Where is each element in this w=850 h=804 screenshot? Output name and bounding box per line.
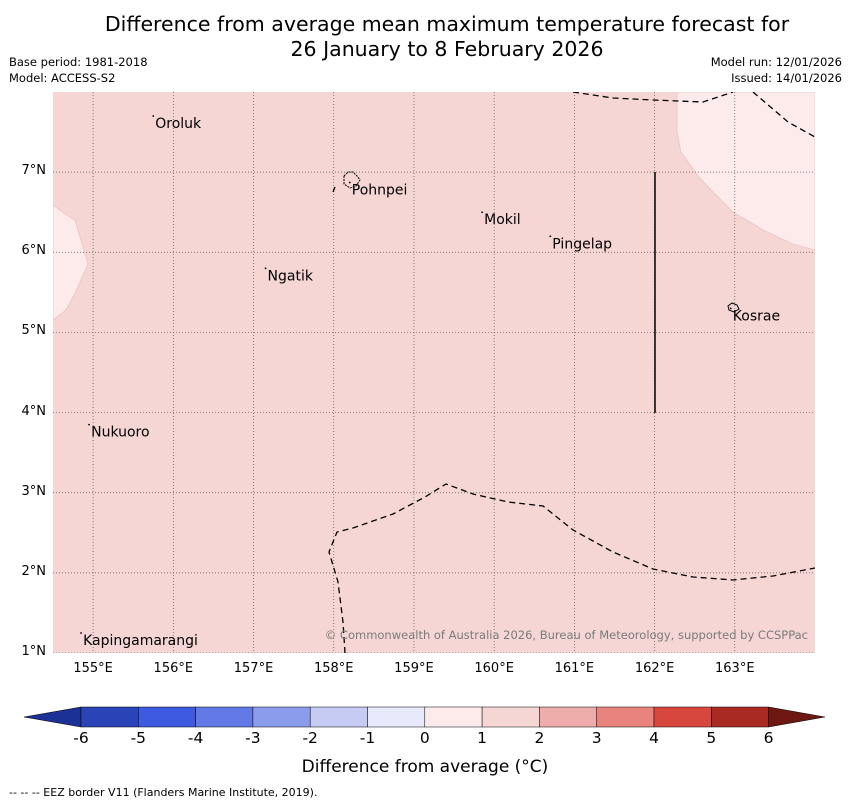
colorbar-tick: -6 xyxy=(73,729,89,747)
lon-tick-label: 156°E xyxy=(153,661,194,676)
lon-tick-label: 161°E xyxy=(554,661,595,676)
base-period: Base period: 1981-2018 xyxy=(9,55,148,69)
place-marker xyxy=(88,423,90,426)
colorbar-tick: 1 xyxy=(477,729,488,747)
colorbar-extend-high xyxy=(768,706,826,728)
place-marker xyxy=(549,235,552,238)
eez-borders xyxy=(328,91,816,654)
model-run: Model run: 12/01/2026 xyxy=(710,55,842,69)
colorbar-segment xyxy=(424,706,483,728)
eez-footnote: -- -- -- EEZ border V11 (Flanders Marine… xyxy=(9,786,318,799)
chart-title: Difference from average mean maximum tem… xyxy=(0,12,850,62)
eez-border-north xyxy=(572,91,734,103)
colorbar-segment xyxy=(309,706,368,728)
place-pohnpei: Pohnpei xyxy=(348,181,408,199)
colorbar-title: Difference from average (°C) xyxy=(301,757,549,777)
colorbar-segment xyxy=(539,706,597,728)
colorbar-tick: -5 xyxy=(130,729,147,747)
copyright-notice: © Commonwealth of Australia 2026, Bureau… xyxy=(325,628,808,642)
colorbar-tick: 3 xyxy=(591,729,602,747)
anomaly-fill-1-to-2 xyxy=(53,92,815,653)
eez-border-pohnpei-stub xyxy=(332,186,336,193)
place-kapingamarangi: Kapingamarangi xyxy=(80,632,198,649)
place-label: Pohnpei xyxy=(352,183,408,199)
colorbar-segment xyxy=(252,706,311,728)
colorbar-tick: 6 xyxy=(763,729,774,747)
lon-tick-label: 158°E xyxy=(313,661,354,676)
colorbar-segment xyxy=(80,706,139,728)
colorbar-segment xyxy=(195,706,254,728)
colorbar-segment xyxy=(596,706,655,728)
lat-tick-label: 1°N xyxy=(21,644,47,659)
eez-border-northeast xyxy=(752,91,816,138)
lat-tick-label: 4°N xyxy=(21,403,47,419)
map-panel[interactable]: Oroluk Pohnpei Mokil Pingelap Ngatik Kosrae Nu… xyxy=(52,91,816,654)
colorbar-segment xyxy=(653,706,712,728)
colorbar-tick: 0 xyxy=(419,729,430,747)
lat-tick-label: 2°N xyxy=(21,563,47,579)
colorbar xyxy=(23,706,826,728)
colorbar-extend-low xyxy=(23,706,82,728)
issued-date: Issued: 14/01/2026 xyxy=(731,71,842,85)
colorbar-segment xyxy=(138,706,196,728)
lon-tick-label: 160°E xyxy=(474,661,514,676)
place-kosrae: Kosrae xyxy=(729,307,780,324)
lon-tick-label: 159°E xyxy=(394,661,434,676)
lat-tick-label: 6°N xyxy=(21,243,47,259)
colorbar-tick: -2 xyxy=(302,729,318,747)
place-label: Pingelap xyxy=(552,236,612,252)
place-mokil: Mokil xyxy=(481,211,521,228)
lat-tick-label: 3°N xyxy=(21,483,47,499)
place-pingelap: Pingelap xyxy=(549,235,612,252)
place-label: Ngatik xyxy=(268,268,314,284)
place-label: Kapingamarangi xyxy=(83,633,198,649)
place-label: Nukuoro xyxy=(91,425,149,441)
place-labels: Oroluk Pohnpei Mokil Pingelap Ngatik Kosrae Nu… xyxy=(80,115,780,649)
eez-border-south xyxy=(328,483,816,654)
colorbar-segment xyxy=(367,706,426,728)
map-canvas[interactable]: Oroluk Pohnpei Mokil Pingelap Ngatik Kosrae Nu… xyxy=(52,91,816,654)
place-label: Kosrae xyxy=(733,308,780,324)
lon-tick-label: 162°E xyxy=(634,661,675,676)
title-line-2: 26 January to 8 February 2026 xyxy=(290,37,604,61)
place-marker xyxy=(80,632,82,634)
colorbar-tick: -1 xyxy=(359,729,376,747)
place-oroluk: Oroluk xyxy=(152,115,202,132)
colorbar-tick: 5 xyxy=(706,729,717,747)
colorbar-tick: 2 xyxy=(534,729,545,747)
place-label: Oroluk xyxy=(155,116,202,132)
place-label: Mokil xyxy=(484,212,521,228)
lat-tick-label: 5°N xyxy=(21,323,47,339)
lon-tick-label: 157°E xyxy=(233,661,274,676)
place-marker xyxy=(348,181,351,184)
place-ngatik: Ngatik xyxy=(264,267,314,284)
place-marker xyxy=(152,115,155,117)
place-marker xyxy=(729,307,732,310)
colorbar-segment xyxy=(711,706,769,728)
colorbar-tick: -3 xyxy=(245,729,261,747)
kosrae-island-outline xyxy=(727,302,740,313)
lon-tick-label: 155°E xyxy=(73,661,113,676)
place-nukuoro: Nukuoro xyxy=(88,423,150,441)
anomaly-fill-0-to-1-west xyxy=(52,204,89,321)
colorbar-tick: -4 xyxy=(187,729,204,747)
place-marker xyxy=(481,211,484,214)
pohnpei-island-outline xyxy=(343,171,361,189)
meta-left: Base period: 1981-2018 Model: ACCESS-S2 xyxy=(9,54,148,86)
title-line-1: Difference from average mean maximum tem… xyxy=(104,12,790,36)
lat-tick-label: 7°N xyxy=(21,163,47,179)
lon-tick-label: 163°E xyxy=(715,661,755,676)
meta-right: Model run: 12/01/2026 Issued: 14/01/2026 xyxy=(711,54,842,86)
colorbar-segment xyxy=(481,706,540,728)
model-name: Model: ACCESS-S2 xyxy=(9,71,116,85)
graticule xyxy=(53,92,815,654)
colorbar-tick: 4 xyxy=(649,729,659,747)
place-marker xyxy=(264,267,267,270)
